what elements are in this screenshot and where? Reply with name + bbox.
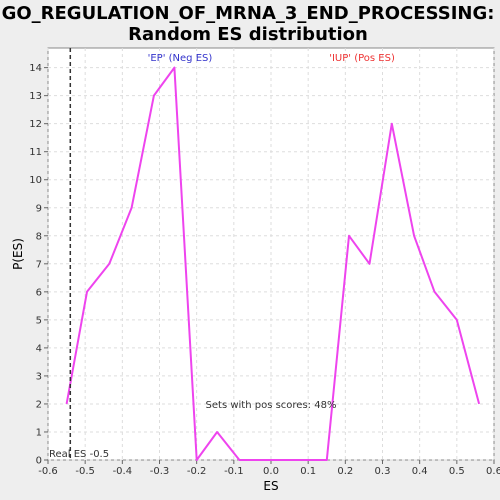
x-tick-label: 0.3	[375, 466, 391, 477]
y-tick-label: 9	[36, 203, 42, 214]
x-axis-label: ES	[263, 479, 278, 493]
x-tick-label: 0.0	[263, 466, 279, 477]
pos-scores-annotation: Sets with pos scores: 48%	[206, 400, 337, 411]
x-tick-label: 0.6	[486, 466, 500, 477]
x-tick-label: -0.3	[150, 466, 170, 477]
y-tick-label: 3	[36, 371, 42, 382]
chart-title-line2: Random ES distribution	[128, 24, 368, 45]
x-tick-label: 0.5	[449, 466, 465, 477]
axes: -0.6 -0.5 -0.4 -0.3 -0.2 -0.1 0.0 0.1 0.2 0.3 0.4 0…	[29, 63, 500, 477]
real-es-annotation: Real ES -0.5	[49, 449, 109, 460]
pos-es-label: 'IUP' (Pos ES)	[329, 53, 395, 64]
x-tick-label: -0.5	[75, 466, 95, 477]
y-tick-label: 5	[36, 315, 42, 326]
x-tick-label: 0.1	[300, 466, 316, 477]
y-tick-label: 6	[36, 287, 42, 298]
neg-es-label: 'EP' (Neg ES)	[148, 53, 213, 64]
y-axis-label: P(ES)	[11, 238, 25, 270]
x-tick-label: 0.2	[337, 466, 353, 477]
x-tick-label: -0.4	[113, 466, 133, 477]
y-tick-label: 2	[36, 399, 42, 410]
y-tick-label: 10	[29, 175, 42, 186]
y-tick-label: 1	[36, 427, 42, 438]
y-tick-label: 14	[29, 63, 42, 74]
y-tick-label: 13	[29, 91, 42, 102]
y-tick-label: 11	[29, 147, 42, 158]
y-tick-label: 8	[36, 231, 42, 242]
x-tick-label: -0.1	[224, 466, 244, 477]
chart-title-line1: GO_REGULATION_OF_MRNA_3_END_PROCESSING:	[2, 3, 495, 24]
series-layer	[65, 66, 481, 461]
x-tick-label: 0.4	[412, 466, 428, 477]
y-tick-label: 0	[36, 456, 42, 467]
es-series-line	[65, 66, 481, 461]
y-tick-label: 7	[36, 259, 42, 270]
y-tick-label: 4	[36, 343, 42, 354]
x-tick-label: -0.6	[38, 466, 58, 477]
y-tick-label: 12	[29, 119, 42, 130]
x-tick-label: -0.2	[187, 466, 207, 477]
